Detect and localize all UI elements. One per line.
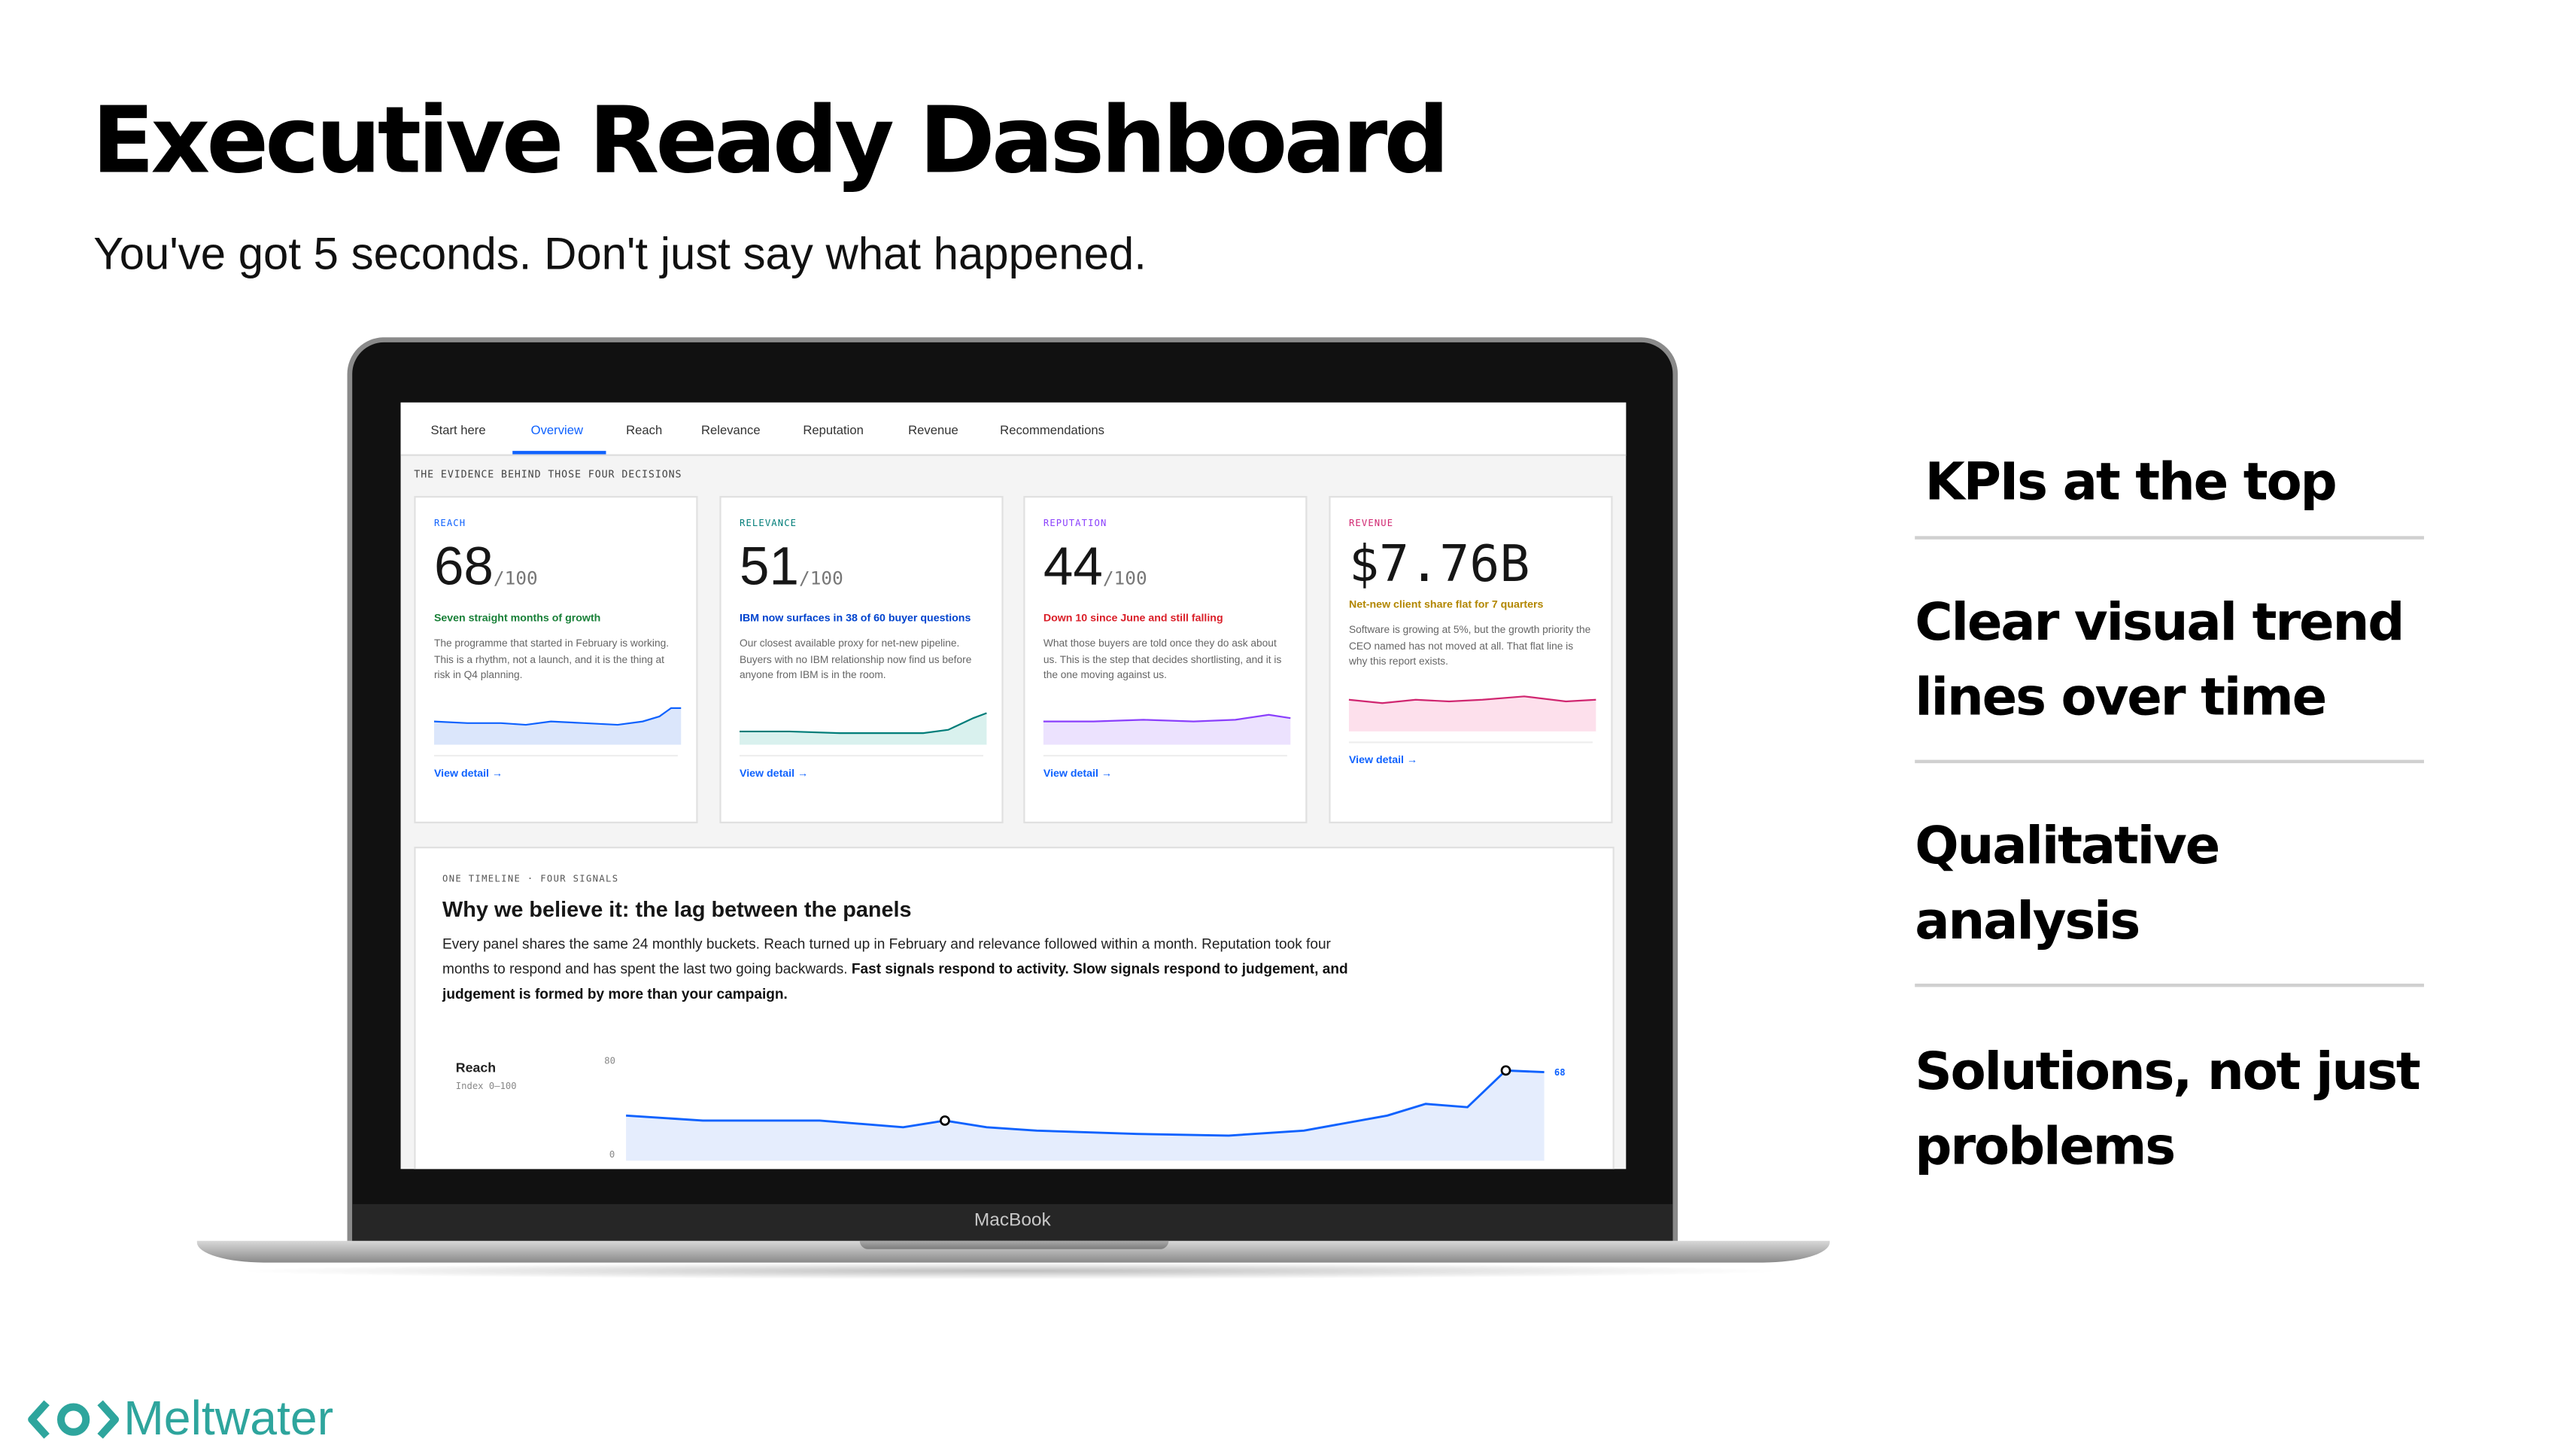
view-detail[interactable]: View detail → bbox=[433, 754, 678, 780]
axis-label: 0 bbox=[609, 1150, 615, 1161]
card-headline: IBM now surfaces in 38 of 60 buyer quest… bbox=[740, 613, 971, 625]
laptop-notch bbox=[859, 1240, 1169, 1249]
card-headline: Seven straight months of growth bbox=[433, 613, 601, 625]
point-line: lines over time bbox=[1915, 668, 2327, 729]
divider bbox=[1915, 759, 2424, 764]
screen: Start here Overview Reach Relevance Repu… bbox=[400, 402, 1627, 1170]
card-score-row: 51/100 bbox=[740, 538, 983, 608]
tab[interactable]: Start here bbox=[430, 422, 486, 438]
laptop-brand: MacBook bbox=[974, 1210, 1051, 1231]
sparkline bbox=[1348, 695, 1596, 732]
card-out-of: /100 bbox=[798, 567, 843, 590]
tab[interactable]: Reach bbox=[626, 422, 663, 438]
view-detail[interactable]: View detail → bbox=[1043, 754, 1287, 780]
card-headline: Down 10 since June and still falling bbox=[1043, 613, 1223, 625]
tab[interactable]: Recommendations bbox=[1000, 422, 1104, 438]
kpi-card: REPUTATION 44/100 Down 10 since June and… bbox=[1023, 496, 1308, 823]
card-out-of: /100 bbox=[1102, 567, 1147, 590]
point-line: problems bbox=[1915, 1117, 2176, 1178]
timeline-chart bbox=[626, 1065, 1545, 1161]
timeline-text: Every panel shares the same 24 monthly b… bbox=[442, 935, 1331, 978]
point: KPIs at the top bbox=[1924, 452, 2338, 513]
axis-label: 80 bbox=[604, 1057, 615, 1067]
card-body: Software is growing at 5%, but the growt… bbox=[1348, 624, 1591, 669]
sparkline bbox=[433, 707, 682, 745]
divider bbox=[1915, 983, 2424, 987]
card-score: 44 bbox=[1043, 536, 1103, 597]
kpi-card: RELEVANCE 51/100 IBM now surfaces in 38 … bbox=[719, 496, 1004, 823]
card-score-row: 44/100 bbox=[1043, 538, 1287, 608]
tab-bar: Start here Overview Reach Relevance Repu… bbox=[400, 402, 1627, 456]
card-score: $7.76B bbox=[1348, 536, 1530, 595]
end-label: 68 bbox=[1554, 1069, 1566, 1079]
point-line: Clear visual trend bbox=[1915, 592, 2404, 653]
card-score: 68 bbox=[433, 536, 494, 597]
card-out-of: /100 bbox=[493, 567, 538, 590]
card-label: RELEVANCE bbox=[740, 519, 797, 530]
card-body: What those buyers are told once they do … bbox=[1043, 637, 1282, 682]
tab[interactable]: Reputation bbox=[803, 422, 864, 438]
card-label: REACH bbox=[433, 519, 466, 530]
timeline-kicker: ONE TIMELINE · FOUR SIGNALS bbox=[442, 875, 619, 886]
timeline-heading: Why we believe it: the lag between the p… bbox=[442, 896, 912, 922]
point: Solutions, not just problems bbox=[1915, 1036, 2421, 1186]
sparkline bbox=[1043, 713, 1291, 745]
section-label: THE EVIDENCE BEHIND THOSE FOUR DECISIONS bbox=[414, 469, 682, 482]
card-label: REPUTATION bbox=[1043, 519, 1107, 530]
card-score: 51 bbox=[740, 536, 799, 597]
view-detail[interactable]: View detail → bbox=[740, 754, 983, 780]
tab[interactable]: Relevance bbox=[700, 422, 761, 438]
series-label: Reach bbox=[455, 1060, 497, 1076]
sparkline bbox=[740, 711, 987, 745]
tab-active[interactable]: Overview bbox=[530, 422, 584, 438]
point-line: analysis bbox=[1915, 891, 2140, 952]
timeline-bold: Fast signals respond to activity. Slow s… bbox=[442, 960, 1348, 1002]
card-body: Our closest available proxy for net-new … bbox=[740, 637, 972, 682]
title: Executive Ready Dashboard bbox=[92, 87, 1450, 194]
card-score-row: $7.76B bbox=[1348, 536, 1593, 595]
laptop-shadow bbox=[233, 1262, 1787, 1279]
timeline-panel: ONE TIMELINE · FOUR SIGNALS Why we belie… bbox=[414, 847, 1615, 1170]
timeline-body: Every panel shares the same 24 monthly b… bbox=[442, 932, 1352, 1007]
tab-underline bbox=[512, 451, 606, 455]
point-line: Qualitative bbox=[1915, 817, 2220, 877]
view-detail[interactable]: View detail → bbox=[1348, 741, 1593, 766]
laptop-chin bbox=[352, 1203, 1673, 1243]
subtitle: You've got 5 seconds. Don't just say wha… bbox=[93, 229, 1147, 279]
logo-icon bbox=[28, 1400, 120, 1439]
card-label: REVENUE bbox=[1348, 519, 1394, 530]
card-body: The programme that started in February i… bbox=[433, 637, 670, 682]
kpi-card: REVENUE $7.76B Net-new client share flat… bbox=[1329, 496, 1613, 823]
divider bbox=[1915, 536, 2424, 540]
card-headline: Net-new client share flat for 7 quarters bbox=[1348, 599, 1544, 612]
point-line: Solutions, not just bbox=[1915, 1042, 2421, 1103]
card-score-row: 68/100 bbox=[434, 538, 678, 608]
logo-text: Meltwater bbox=[123, 1392, 334, 1446]
point: Qualitative analysis bbox=[1915, 810, 2220, 960]
kpi-card: REACH 68/100 Seven straight months of gr… bbox=[414, 496, 698, 823]
point: Clear visual trend lines over time bbox=[1915, 586, 2404, 737]
series-subtitle: Index 0–100 bbox=[455, 1081, 517, 1093]
tab[interactable]: Revenue bbox=[908, 422, 958, 438]
